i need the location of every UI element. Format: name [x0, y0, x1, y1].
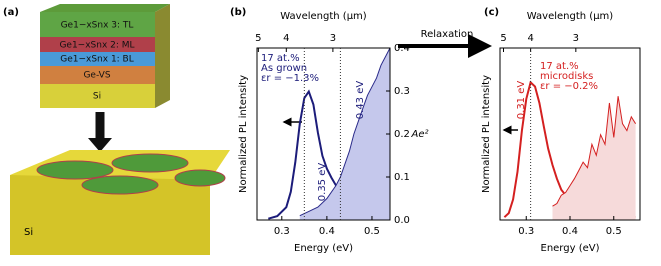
y2-tick-label: 0.3	[394, 86, 410, 97]
x2-tick-label: 5	[255, 33, 261, 44]
x2-tick-label: 4	[283, 33, 289, 44]
annotation: εr = −0.2%	[540, 81, 598, 92]
x2-tick-label: 3	[330, 33, 336, 44]
x-axis-label: Energy (eV)	[294, 243, 353, 254]
annotation: 17 at.%	[540, 61, 579, 72]
annotation: εr = −1.3%	[261, 73, 319, 84]
x-tick-label: 0.3	[518, 226, 534, 237]
marker-label: 0.35 eV	[317, 163, 328, 202]
layer-label: Ge1−xSnx 3: TL	[61, 21, 134, 31]
y2-axis-label: Ae²	[410, 129, 428, 140]
layer-label: Ge-VS	[83, 71, 110, 81]
y2-tick-label: 0.4	[394, 43, 410, 54]
layer-label: Ge1−xSnx 2: ML	[59, 41, 134, 51]
relaxation-label: Relaxation	[421, 29, 474, 40]
x2-tick-label: 3	[573, 33, 579, 44]
x-axis-label: Energy (eV)	[541, 243, 600, 254]
x-tick-label: 0.5	[364, 226, 380, 237]
y-axis-label: Normalized PL intensity	[238, 75, 249, 193]
y-axis-label: Normalized PL intensity	[481, 75, 492, 193]
x-tick-label: 0.4	[319, 226, 335, 237]
data-line	[299, 47, 391, 217]
x-tick-label: 0.5	[606, 226, 622, 237]
panel-label: (c)	[484, 7, 499, 18]
panel-label: (a)	[3, 7, 19, 18]
substrate-label: Si	[24, 227, 33, 238]
x2-tick-label: 4	[527, 33, 533, 44]
panel-a-labels: (a) Ge1−xSnx 3: TL Ge1−xSnx 2: ML Ge1−xS…	[3, 7, 135, 238]
panel-label: (b)	[230, 7, 246, 18]
y2-tick-label: 0.2	[394, 129, 410, 140]
layer-label: Ge1−xSnx 1: BL	[60, 55, 134, 65]
x2-axis-label: Wavelength (μm)	[527, 11, 614, 22]
x-tick-label: 0.3	[274, 226, 290, 237]
area-fill	[299, 48, 390, 220]
annotation: 17 at.%	[261, 53, 300, 64]
marker-label: 0.31 eV	[516, 81, 527, 120]
y2-tick-label: 0.0	[394, 215, 410, 226]
annotation: As grown	[261, 63, 307, 74]
x2-axis-label: Wavelength (μm)	[280, 11, 367, 22]
x-tick-label: 0.4	[562, 226, 578, 237]
panel-a-drawing	[10, 4, 230, 255]
y2-tick-label: 0.1	[394, 172, 410, 183]
area-fill	[552, 96, 636, 220]
marker-label: 0.43 eV	[355, 81, 366, 120]
annotation: microdisks	[540, 71, 593, 82]
layer-label: Si	[93, 92, 101, 102]
data-line	[552, 96, 637, 207]
x2-tick-label: 5	[500, 33, 506, 44]
